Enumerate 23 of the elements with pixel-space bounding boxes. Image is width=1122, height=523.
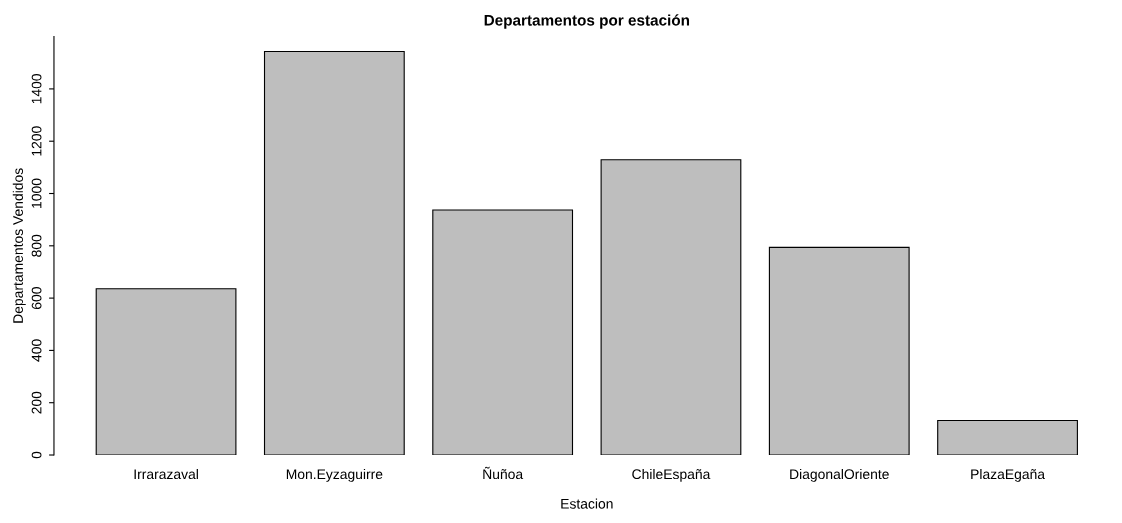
bar xyxy=(432,209,574,456)
y-tick-label: 0 xyxy=(31,451,42,459)
bar xyxy=(263,50,405,456)
x-tick-label: Mon.Eyzaguirre xyxy=(286,468,383,482)
y-tick-label: 400 xyxy=(31,339,42,362)
x-tick-label: Irrarazaval xyxy=(134,468,198,480)
y-tick-label: 600 xyxy=(31,287,42,309)
bar xyxy=(768,246,910,456)
y-tick-label: 800 xyxy=(31,234,42,257)
bar xyxy=(937,419,1078,456)
y-tick-label: 1000 xyxy=(31,178,42,208)
bar xyxy=(95,288,237,456)
x-tick-label: Ñuñoa xyxy=(483,466,524,480)
chart-title: Departamentos por estación xyxy=(484,14,690,29)
x-tick-label: DiagonalOriente xyxy=(790,468,889,482)
bar xyxy=(600,159,742,456)
y-tick-label: 200 xyxy=(31,391,42,414)
y-tick-label: 1400 xyxy=(31,74,42,104)
x-tick-label: PlazaEgaña xyxy=(971,468,1046,482)
x-tick-label: ChileEspaña xyxy=(632,468,711,482)
y-axis-title: Departamentos Vendidos xyxy=(12,168,26,323)
y-tick-label: 1200 xyxy=(31,126,42,156)
x-axis-title: Estacion xyxy=(561,498,613,509)
